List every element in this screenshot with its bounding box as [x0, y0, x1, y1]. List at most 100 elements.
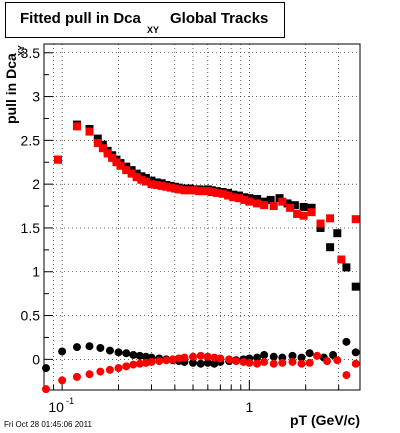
series-1-point-25	[199, 187, 208, 196]
series-3-point-30	[288, 357, 297, 366]
series-1-point-22	[185, 186, 194, 195]
series-0-point-44	[326, 243, 335, 252]
series-1-point-36	[260, 201, 269, 210]
series-3-point-16	[180, 353, 189, 362]
series-3-point-13	[162, 356, 171, 365]
series-3-point-4	[96, 367, 105, 376]
series-2-point-0	[42, 364, 51, 373]
series-2-point-2	[72, 343, 81, 352]
series-3-point-18	[196, 351, 205, 360]
series-2-point-6	[114, 348, 123, 357]
plot-frame	[43, 43, 361, 391]
y-tick-label-0: 0	[32, 351, 40, 367]
series-0-point-40	[290, 201, 299, 210]
series-2-point-3	[85, 342, 94, 351]
series-2-point-7	[122, 349, 131, 358]
series-2-point-19	[203, 358, 212, 367]
y-tick-label-7: 3.5	[21, 45, 41, 61]
series-3-point-22	[225, 355, 234, 364]
series-1-point-16	[157, 181, 166, 190]
series-1-point-34	[245, 197, 254, 206]
series-1-point-28	[212, 188, 221, 197]
series-2-point-36	[351, 348, 360, 357]
series-2-point-28	[269, 352, 278, 361]
y-axis-label: pull in Dca	[3, 53, 19, 124]
series-3-point-20	[210, 353, 219, 362]
series-1-point-43	[316, 219, 325, 228]
series-1-point-0	[53, 155, 62, 164]
chart-title-box: Fitted pull in Dca XY Global Tracks	[5, 2, 285, 38]
series-2-point-4	[96, 343, 105, 352]
series-2-point-1	[58, 347, 67, 356]
series-1-point-41	[299, 211, 308, 220]
series-1-point-27	[207, 188, 216, 197]
series-1-point-40	[293, 209, 302, 218]
series-3-point-37	[351, 359, 360, 368]
series-1-point-35	[253, 199, 262, 208]
series-1-point-37	[269, 202, 278, 211]
series-1-point-39	[286, 203, 295, 212]
series-0-point-41	[299, 202, 308, 211]
y-axis-label-subscript: XY	[17, 45, 26, 56]
series-3-point-5	[105, 365, 114, 374]
series-2-point-31	[297, 353, 306, 362]
mark-layer	[42, 120, 360, 394]
series-3-point-2	[72, 372, 81, 381]
series-3-point-14	[168, 355, 177, 364]
series-3-point-7	[122, 362, 131, 371]
series-1-point-7	[112, 158, 121, 167]
series-0-point-43	[316, 223, 325, 232]
series-3-point-12	[155, 357, 164, 366]
y-tick-label-3: 1.5	[21, 220, 41, 236]
series-1-point-11	[132, 173, 141, 182]
series-1-point-1	[72, 122, 81, 131]
x-axis-label: pT (GeV/c)	[290, 412, 360, 428]
series-3-point-34	[323, 357, 332, 366]
series-3-point-28	[269, 359, 278, 368]
series-1-point-45	[337, 255, 346, 264]
series-1-point-17	[162, 182, 171, 191]
series-0-point-3	[93, 134, 102, 143]
series-2-point-9	[135, 351, 144, 360]
y-tick-label-2: 1	[32, 264, 40, 280]
series-3-point-26	[253, 359, 262, 368]
series-3-point-31	[297, 359, 306, 368]
series-3-point-35	[333, 356, 342, 365]
series-2-point-17	[188, 358, 197, 367]
series-3-point-1	[58, 376, 67, 385]
series-2-point-27	[260, 350, 269, 359]
series-1-point-32	[234, 194, 243, 203]
series-2-point-18	[196, 359, 205, 368]
x-tick-label-0: 10	[48, 399, 64, 415]
series-0-point-45	[333, 229, 342, 238]
series-1-point-31	[229, 193, 238, 202]
series-3-point-6	[114, 364, 123, 373]
series-3-point-33	[313, 351, 322, 360]
series-1-point-46	[351, 215, 360, 224]
series-1-point-4	[98, 144, 107, 153]
series-3-point-23	[232, 357, 241, 366]
series-0-point-37	[266, 195, 275, 204]
series-1-point-2	[85, 127, 94, 136]
chart-title-subscript: XY	[147, 25, 160, 35]
series-1-point-24	[195, 187, 204, 196]
y-tick-label-4: 2	[32, 176, 40, 192]
series-0-point-39	[283, 199, 292, 208]
chart-title-suffix: Global Tracks	[170, 10, 269, 27]
series-0-point-35	[253, 195, 262, 204]
x-tick-label-exp-0: -1	[66, 396, 74, 406]
series-1-point-38	[278, 197, 287, 206]
series-0-point-47	[351, 282, 360, 291]
series-1-point-21	[180, 186, 189, 195]
series-3-point-21	[216, 354, 225, 363]
series-3-point-29	[278, 358, 287, 367]
series-1-point-12	[137, 175, 146, 184]
series-1-point-33	[240, 195, 249, 204]
series-2-point-20	[210, 359, 219, 368]
series-2-point-35	[342, 337, 351, 346]
series-3-point-24	[239, 357, 248, 366]
series-3-point-9	[135, 359, 144, 368]
series-2-point-30	[288, 351, 297, 360]
series-3-point-36	[342, 371, 351, 380]
series-1-point-3	[93, 138, 102, 147]
